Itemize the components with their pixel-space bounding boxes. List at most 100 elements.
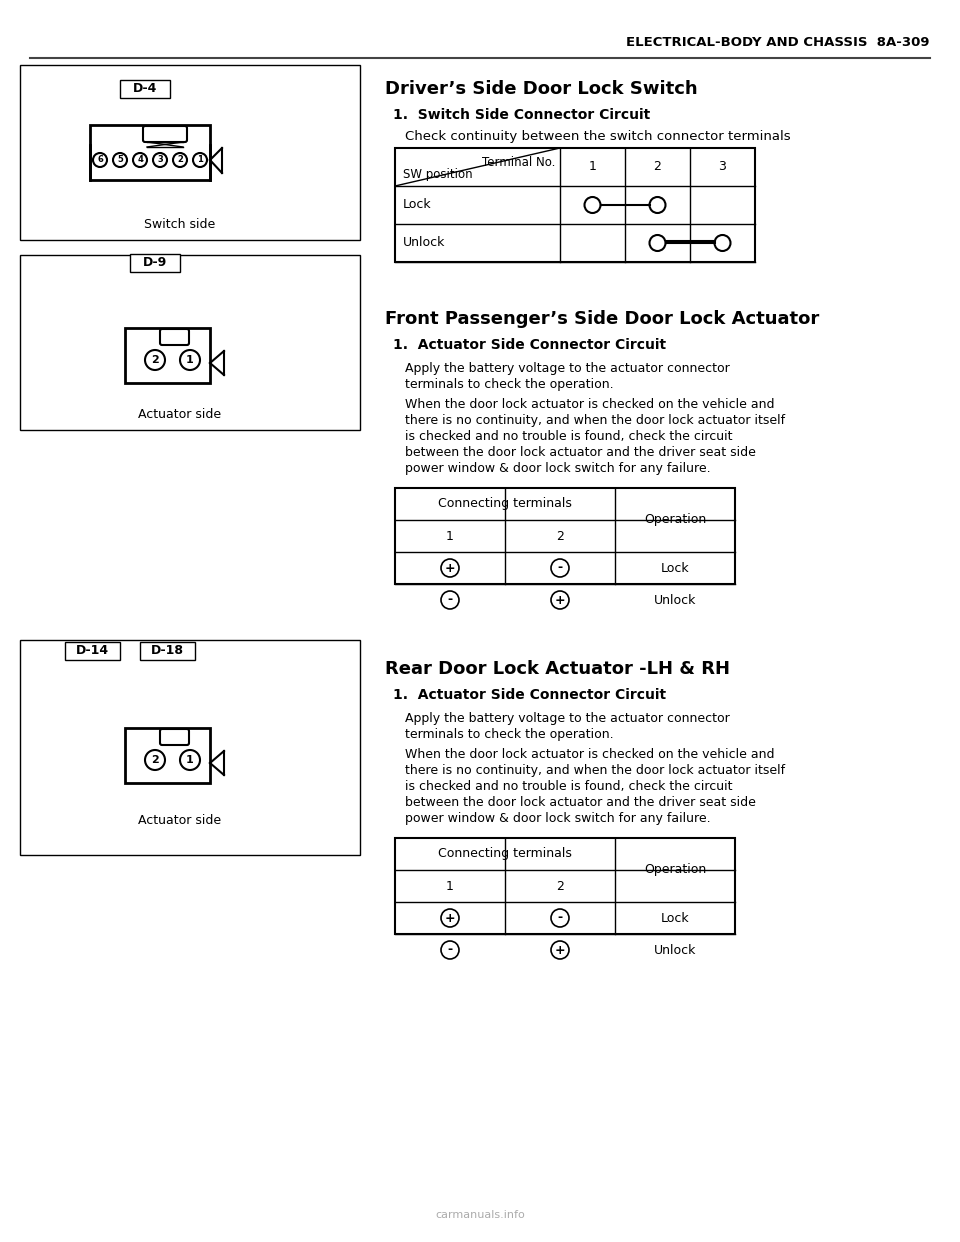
- Text: power window & door lock switch for any failure.: power window & door lock switch for any …: [405, 812, 710, 825]
- Text: SW position: SW position: [403, 168, 472, 181]
- Bar: [395, 838, 735, 934]
- Text: there is no continuity, and when the door lock actuator itself: there is no continuity, and when the doo…: [405, 414, 785, 427]
- FancyBboxPatch shape: [160, 329, 189, 345]
- Circle shape: [441, 559, 459, 578]
- FancyBboxPatch shape: [143, 125, 187, 142]
- Text: When the door lock actuator is checked on the vehicle and: When the door lock actuator is checked o…: [405, 748, 775, 761]
- Text: 1: 1: [446, 529, 454, 543]
- Bar: [20, 640, 360, 854]
- Circle shape: [193, 153, 207, 166]
- Text: 2: 2: [556, 529, 564, 543]
- Bar: [395, 148, 755, 262]
- Text: Operation: Operation: [644, 863, 707, 877]
- Text: +: +: [444, 912, 455, 924]
- Text: -: -: [558, 912, 563, 924]
- Circle shape: [93, 153, 107, 166]
- Circle shape: [551, 909, 569, 927]
- Text: power window & door lock switch for any failure.: power window & door lock switch for any …: [405, 462, 710, 474]
- Circle shape: [650, 197, 665, 212]
- Text: Front Passenger’s Side Door Lock Actuator: Front Passenger’s Side Door Lock Actuato…: [385, 310, 819, 328]
- Text: 2: 2: [654, 160, 661, 174]
- Text: is checked and no trouble is found, check the circuit: is checked and no trouble is found, chec…: [405, 780, 732, 792]
- Text: 2: 2: [151, 355, 158, 365]
- Bar: [395, 488, 735, 584]
- Text: 1: 1: [186, 755, 194, 765]
- Text: Rear Door Lock Actuator -LH & RH: Rear Door Lock Actuator -LH & RH: [385, 660, 730, 678]
- Text: +: +: [444, 561, 455, 575]
- Text: Apply the battery voltage to the actuator connector: Apply the battery voltage to the actuato…: [405, 361, 730, 375]
- Bar: [20, 65, 360, 240]
- Text: Actuator side: Actuator side: [138, 409, 222, 421]
- Circle shape: [180, 350, 200, 370]
- Bar: [65, 642, 120, 660]
- Text: ELECTRICAL-BODY AND CHASSIS  8A-309: ELECTRICAL-BODY AND CHASSIS 8A-309: [627, 36, 930, 48]
- Circle shape: [441, 941, 459, 959]
- Text: 1.  Switch Side Connector Circuit: 1. Switch Side Connector Circuit: [393, 108, 650, 122]
- Text: Connecting terminals: Connecting terminals: [438, 498, 572, 510]
- Text: +: +: [555, 944, 565, 956]
- Text: +: +: [555, 594, 565, 606]
- Circle shape: [551, 559, 569, 578]
- Text: 6: 6: [97, 155, 103, 164]
- Text: terminals to check the operation.: terminals to check the operation.: [405, 378, 613, 391]
- Bar: [130, 255, 180, 272]
- Text: 1.  Actuator Side Connector Circuit: 1. Actuator Side Connector Circuit: [393, 338, 666, 351]
- Bar: [120, 79, 170, 98]
- Circle shape: [153, 153, 167, 166]
- Text: 2: 2: [151, 755, 158, 765]
- Text: 3: 3: [719, 160, 727, 174]
- Circle shape: [133, 153, 147, 166]
- Bar: [90, 125, 210, 180]
- Text: Driver’s Side Door Lock Switch: Driver’s Side Door Lock Switch: [385, 79, 698, 98]
- Text: 2: 2: [556, 879, 564, 893]
- Text: there is no continuity, and when the door lock actuator itself: there is no continuity, and when the doo…: [405, 764, 785, 777]
- Text: 1: 1: [197, 155, 203, 164]
- Circle shape: [145, 750, 165, 770]
- Bar: [125, 328, 210, 383]
- Text: Operation: Operation: [644, 513, 707, 527]
- Circle shape: [441, 591, 459, 609]
- Circle shape: [441, 909, 459, 927]
- Text: 1: 1: [446, 879, 454, 893]
- Text: -: -: [447, 944, 452, 956]
- Text: 2: 2: [177, 155, 183, 164]
- Circle shape: [585, 197, 601, 212]
- Text: Connecting terminals: Connecting terminals: [438, 847, 572, 861]
- Circle shape: [650, 235, 665, 251]
- Text: D-14: D-14: [76, 645, 108, 657]
- Circle shape: [173, 153, 187, 166]
- Text: Unlock: Unlock: [403, 236, 445, 250]
- Text: -: -: [447, 594, 452, 606]
- Text: Lock: Lock: [660, 912, 689, 924]
- Circle shape: [551, 591, 569, 609]
- Text: 1: 1: [186, 355, 194, 365]
- Text: -: -: [558, 561, 563, 575]
- Bar: [20, 255, 360, 430]
- Bar: [140, 642, 195, 660]
- Circle shape: [113, 153, 127, 166]
- Circle shape: [714, 235, 731, 251]
- Text: When the door lock actuator is checked on the vehicle and: When the door lock actuator is checked o…: [405, 397, 775, 411]
- Text: Actuator side: Actuator side: [138, 814, 222, 826]
- Text: D-9: D-9: [143, 257, 167, 270]
- Text: 3: 3: [157, 155, 163, 164]
- Text: Unlock: Unlock: [654, 594, 696, 606]
- Bar: [125, 728, 210, 782]
- FancyBboxPatch shape: [160, 729, 189, 745]
- Circle shape: [551, 941, 569, 959]
- Circle shape: [145, 350, 165, 370]
- Text: Switch side: Switch side: [144, 219, 216, 231]
- Text: Unlock: Unlock: [654, 944, 696, 956]
- Text: 1: 1: [588, 160, 596, 174]
- Text: Terminal No.: Terminal No.: [482, 156, 555, 169]
- Text: Lock: Lock: [660, 561, 689, 575]
- Text: Apply the battery voltage to the actuator connector: Apply the battery voltage to the actuato…: [405, 712, 730, 725]
- Text: carmanuals.info: carmanuals.info: [435, 1210, 525, 1220]
- Text: D-4: D-4: [132, 82, 157, 96]
- Text: Check continuity between the switch connector terminals: Check continuity between the switch conn…: [405, 130, 791, 143]
- Text: 5: 5: [117, 155, 123, 164]
- Text: Lock: Lock: [403, 199, 432, 211]
- Text: 4: 4: [137, 155, 143, 164]
- Text: 1.  Actuator Side Connector Circuit: 1. Actuator Side Connector Circuit: [393, 688, 666, 702]
- Text: between the door lock actuator and the driver seat side: between the door lock actuator and the d…: [405, 446, 756, 460]
